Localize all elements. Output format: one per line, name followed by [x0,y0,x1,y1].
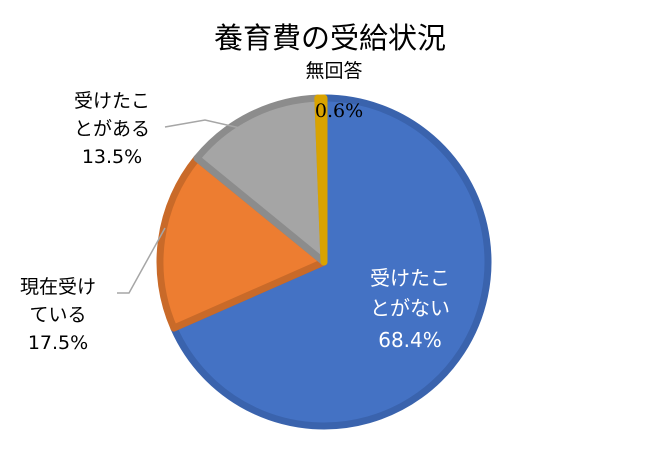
pie-slices [156,94,492,430]
slice-label-line: ている [29,304,86,326]
pie-slice-currently-receiving [156,154,328,332]
pie-slice-no-answer [314,94,328,266]
data-label-currently-receiving: 現在受け ている 17.5% [20,276,96,354]
slice-value-label: 17.5% [28,332,88,354]
leader-line-received-before [164,119,241,129]
slice-label-line: 無回答 [305,60,362,82]
slice-label-line: とがない [370,296,450,320]
slice-value-label: 13.5% [82,146,142,168]
data-label-received-before: 受けたこ とがある 13.5% [74,90,150,168]
slice-label-line: 現在受け [20,276,96,298]
slice-label-line: とがある [74,118,150,140]
slice-label-line: 受けたこ [370,266,450,290]
leader-line-currently-receiving [117,227,166,294]
slice-label-line: 受けたこ [74,90,150,112]
data-label-no-answer: 無回答 0.6% [305,60,363,122]
pie-slice-never-received [170,94,492,430]
slice-value-label: 68.4% [378,328,442,352]
chart-title: 養育費の受給状況 [214,21,446,55]
slice-value-label: 0.6% [315,100,363,122]
pie-slice-received-before [193,94,328,266]
data-label-never-received: 受けたこ とがない 68.4% [370,266,450,352]
